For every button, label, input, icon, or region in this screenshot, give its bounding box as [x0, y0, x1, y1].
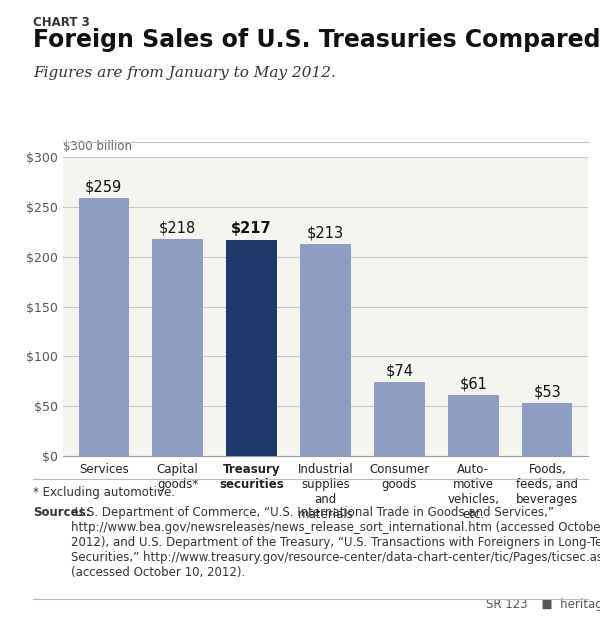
Text: CHART 3: CHART 3 — [33, 16, 90, 29]
Text: $259: $259 — [85, 180, 122, 194]
Text: Foreign Sales of U.S. Treasuries Compared to Exports: Foreign Sales of U.S. Treasuries Compare… — [33, 28, 600, 52]
Text: $300 billion: $300 billion — [63, 140, 132, 153]
Text: $213: $213 — [307, 225, 344, 240]
Bar — [152, 239, 203, 456]
Bar — [448, 395, 499, 456]
Text: Sources:: Sources: — [33, 506, 91, 520]
Text: ■  heritage.org: ■ heritage.org — [534, 598, 600, 611]
Bar — [226, 240, 277, 456]
Bar — [79, 198, 129, 456]
Text: Figures are from January to May 2012.: Figures are from January to May 2012. — [33, 66, 336, 80]
Bar — [374, 382, 425, 456]
Text: U.S. Department of Commerce, “U.S. International Trade in Goods and Services,”
h: U.S. Department of Commerce, “U.S. Inter… — [71, 506, 600, 579]
Text: $53: $53 — [533, 385, 561, 400]
Bar — [522, 403, 572, 456]
Text: * Excluding automotive.: * Excluding automotive. — [33, 486, 175, 499]
Text: $61: $61 — [460, 377, 487, 392]
Bar — [301, 244, 350, 456]
Text: $74: $74 — [385, 364, 413, 379]
Text: SR 123: SR 123 — [487, 598, 528, 611]
Text: $218: $218 — [159, 220, 196, 235]
Text: $217: $217 — [231, 221, 272, 237]
